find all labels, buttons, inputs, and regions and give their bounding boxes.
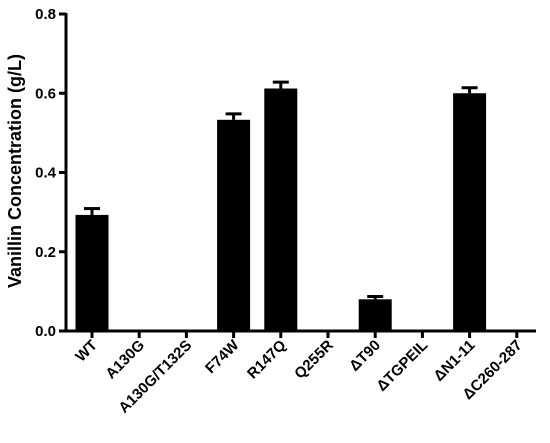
- x-tick-label: Q255R: [291, 337, 337, 383]
- y-tick-label: 0.6: [35, 85, 56, 102]
- bar: [217, 119, 251, 331]
- x-tick-label: ΔTGPEIL: [373, 337, 431, 395]
- x-tick-label: ΔN1-11: [430, 337, 478, 385]
- bar: [75, 214, 109, 331]
- x-tick-label: A130G: [102, 337, 148, 383]
- y-axis: 0.0 0.2 0.4 0.6 0.8: [35, 6, 68, 340]
- y-tick-label: 0.4: [35, 165, 57, 182]
- bar: [264, 88, 298, 332]
- y-axis-title: Vanillin Concentration (g/L): [5, 54, 25, 288]
- y-tick-label: 0.0: [35, 323, 56, 340]
- y-tick-label: 0.8: [35, 6, 56, 23]
- x-tick-label: R147Q: [244, 337, 290, 383]
- x-tick-label: ΔT90: [346, 337, 384, 375]
- y-tick-label: 0.2: [35, 244, 56, 261]
- x-tick-label: F74W: [202, 336, 243, 377]
- bars: [75, 80, 487, 332]
- bar: [358, 299, 392, 331]
- bar: [453, 93, 487, 331]
- x-tick-label: WT: [72, 337, 101, 366]
